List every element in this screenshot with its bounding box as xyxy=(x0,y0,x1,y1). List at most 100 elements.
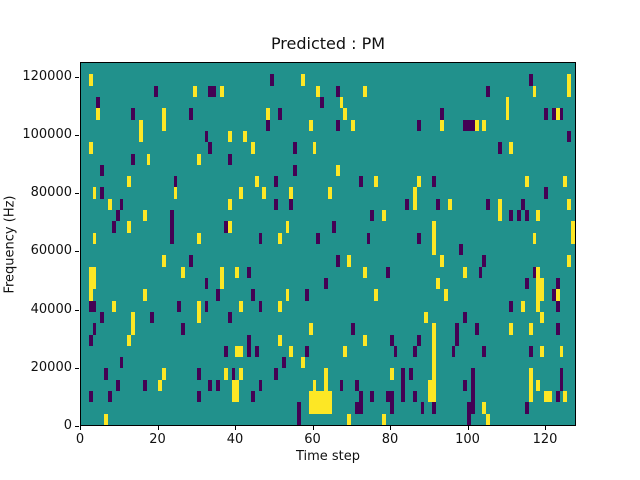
heatmap-cell-high xyxy=(289,187,293,199)
heatmap-cell-high xyxy=(544,391,548,402)
heatmap-cell-low xyxy=(560,108,563,120)
heatmap-cell-low xyxy=(432,402,436,414)
heatmap-cell-low xyxy=(355,380,359,391)
heatmap-cell-high xyxy=(197,154,201,165)
heatmap-cell-low xyxy=(174,176,177,187)
heatmap-cell-high xyxy=(560,346,563,357)
x-axis-tick xyxy=(312,426,314,430)
heatmap-cell-high xyxy=(536,301,540,312)
heatmap-cell-high xyxy=(131,312,135,323)
heatmap-cell-high xyxy=(567,74,571,86)
x-axis-tick-label: 0 xyxy=(75,432,85,447)
heatmap-cell-high xyxy=(89,289,93,301)
heatmap-cell-low xyxy=(251,391,255,402)
heatmap-cell-low xyxy=(150,312,154,323)
heatmap-cell-high xyxy=(432,323,436,335)
heatmap-cell-high xyxy=(428,391,432,402)
heatmap-cell-low xyxy=(278,108,282,120)
heatmap-cell-low xyxy=(131,154,135,165)
heatmap-cell-low xyxy=(208,380,212,391)
heatmap-cell-high xyxy=(340,97,343,108)
heatmap-cell-low xyxy=(96,97,100,108)
x-axis-tick xyxy=(157,426,159,430)
heatmap-cell-low xyxy=(556,278,560,289)
heatmap-cell-low xyxy=(270,74,274,86)
heatmap-cell-low xyxy=(205,301,208,312)
heatmap-cell-high xyxy=(529,368,533,380)
heatmap-cell-low xyxy=(197,368,201,380)
heatmap-cell-high xyxy=(286,221,289,233)
heatmap-cell-low xyxy=(413,346,417,357)
heatmap-cell-low xyxy=(297,414,301,425)
heatmap-cell-high xyxy=(220,267,224,278)
heatmap-cell-high xyxy=(529,391,533,402)
heatmap-cell-high xyxy=(220,86,224,97)
heatmap-cell-high xyxy=(417,176,421,187)
heatmap-cell-high xyxy=(278,301,282,312)
heatmap-cell-high xyxy=(162,108,166,120)
heatmap-cell-low xyxy=(525,402,529,414)
heatmap-cell-high xyxy=(525,176,529,187)
heatmap-cell-low xyxy=(224,346,228,357)
heatmap-cell-low xyxy=(560,380,563,391)
heatmap-cell-low xyxy=(467,402,471,414)
heatmap-cell-low xyxy=(228,154,232,165)
y-axis-tick-label: 40000 xyxy=(30,301,72,317)
heatmap-cell-high xyxy=(228,131,232,142)
heatmap-cell-high xyxy=(255,176,259,187)
heatmap-cell-high xyxy=(343,346,347,357)
heatmap-cell-low xyxy=(89,335,93,346)
heatmap-cell-low xyxy=(255,346,259,357)
heatmap-cell-high xyxy=(181,267,185,278)
heatmap-cell-high xyxy=(313,391,316,402)
y-axis-tick-label: 60000 xyxy=(30,243,72,259)
heatmap-cell-low xyxy=(463,380,467,391)
heatmap-cell-high xyxy=(567,86,571,97)
y-axis-label: Frequency (Hz) xyxy=(2,195,18,294)
heatmap-cell-low xyxy=(282,357,286,368)
heatmap-cell-high xyxy=(127,176,131,187)
heatmap-cell-low xyxy=(216,289,220,301)
heatmap-cell-low xyxy=(525,278,529,289)
heatmap-cell-high xyxy=(444,289,448,301)
heatmap-cell-low xyxy=(556,301,560,312)
heatmap-cell-high xyxy=(251,142,255,154)
heatmap-cell-low xyxy=(181,323,185,335)
heatmap-cell-low xyxy=(471,120,475,131)
heatmap-cell-high xyxy=(239,346,243,357)
heatmap-cell-high xyxy=(521,301,525,312)
heatmap-cell-high xyxy=(89,142,93,154)
y-axis-tick-label: 120000 xyxy=(22,68,72,84)
heatmap-cell-low xyxy=(401,380,405,391)
heatmap-cell-high xyxy=(343,108,347,120)
x-axis-label: Time step xyxy=(295,449,361,464)
heatmap-cell-high xyxy=(235,267,239,278)
x-axis-tick xyxy=(390,426,391,430)
heatmap-cell-low xyxy=(104,368,108,380)
heatmap-cell-low xyxy=(332,221,336,233)
heatmap-cell-low xyxy=(479,267,482,278)
heatmap-cell-high xyxy=(301,357,305,368)
x-axis-tick-label: 20 xyxy=(149,432,166,447)
heatmap-cell-high xyxy=(320,391,324,402)
y-axis-tick xyxy=(75,309,79,311)
heatmap-cell-high xyxy=(556,108,560,120)
heatmap-cell-high xyxy=(324,380,328,391)
heatmap-cell-low xyxy=(247,335,251,346)
heatmap-cell-low xyxy=(297,402,301,414)
chart-title: Predicted : PM xyxy=(270,34,386,53)
heatmap-cell-low xyxy=(93,301,96,312)
heatmap-cell-low xyxy=(197,391,201,402)
heatmap-cell-low xyxy=(525,210,529,221)
heatmap-cell-low xyxy=(386,267,390,278)
heatmap-cell-high xyxy=(432,346,436,357)
heatmap-cell-low xyxy=(440,108,444,120)
heatmap-cell-high xyxy=(363,267,367,278)
heatmap-cell-low xyxy=(316,233,320,244)
heatmap-cell-low xyxy=(170,210,174,221)
heatmap-cell-low xyxy=(336,255,340,267)
heatmap-cell-high xyxy=(139,120,143,131)
heatmap-cell-low xyxy=(274,199,278,210)
x-axis-tick-label: 40 xyxy=(226,432,244,447)
